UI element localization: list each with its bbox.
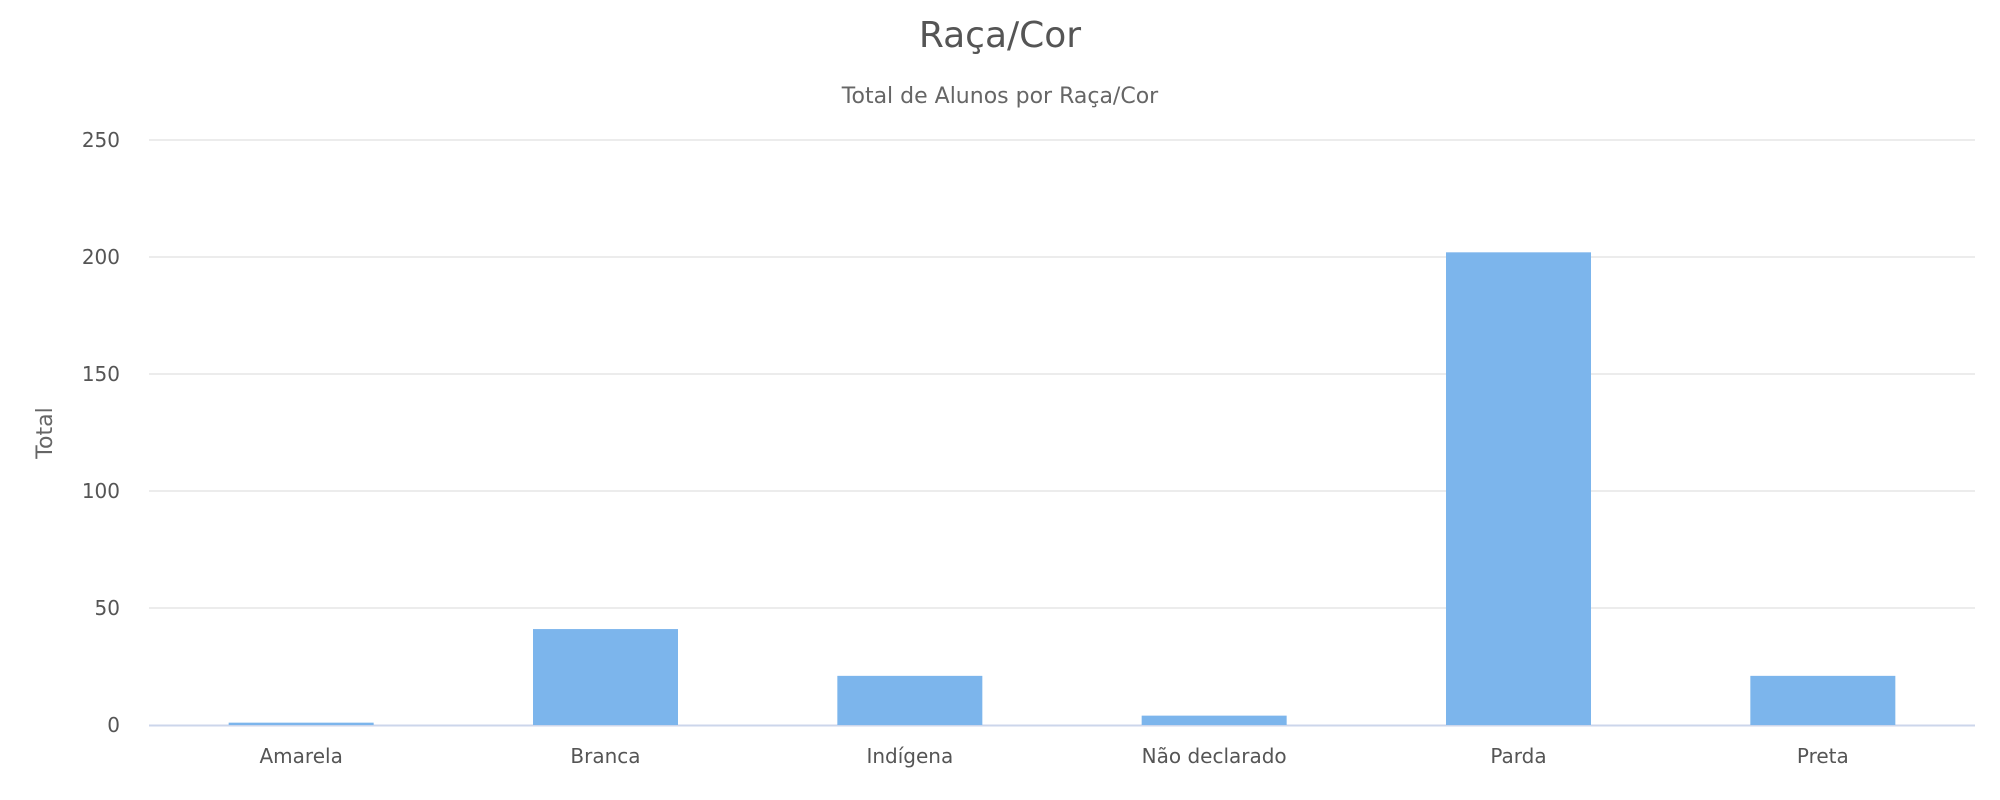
x-tick-label: Branca <box>570 744 640 768</box>
y-tick-label: 0 <box>107 713 120 737</box>
chart-title: Raça/Cor <box>919 15 1081 56</box>
y-axis-title: Total <box>33 407 58 459</box>
y-tick-label: 50 <box>95 596 120 620</box>
x-tick-label: Amarela <box>260 744 343 768</box>
y-tick-label: 150 <box>82 362 120 386</box>
x-tick-label: Não declarado <box>1142 744 1287 768</box>
bar-preta[interactable] <box>1750 675 1896 725</box>
x-tick-label: Preta <box>1797 744 1849 768</box>
bar-parda[interactable] <box>1446 252 1591 725</box>
bar-branca[interactable] <box>533 629 678 725</box>
y-tick-label: 100 <box>82 479 120 503</box>
y-tick-label: 200 <box>82 245 120 269</box>
y-tick-label: 250 <box>82 128 120 152</box>
bar-n-o-declarado[interactable] <box>1141 715 1287 725</box>
chart-subtitle: Total de Alunos por Raça/Cor <box>841 84 1159 109</box>
x-tick-label: Indígena <box>866 744 953 768</box>
bar-ind-gena[interactable] <box>837 675 983 725</box>
x-tick-label: Parda <box>1490 744 1546 768</box>
bar-amarela[interactable] <box>228 722 374 725</box>
